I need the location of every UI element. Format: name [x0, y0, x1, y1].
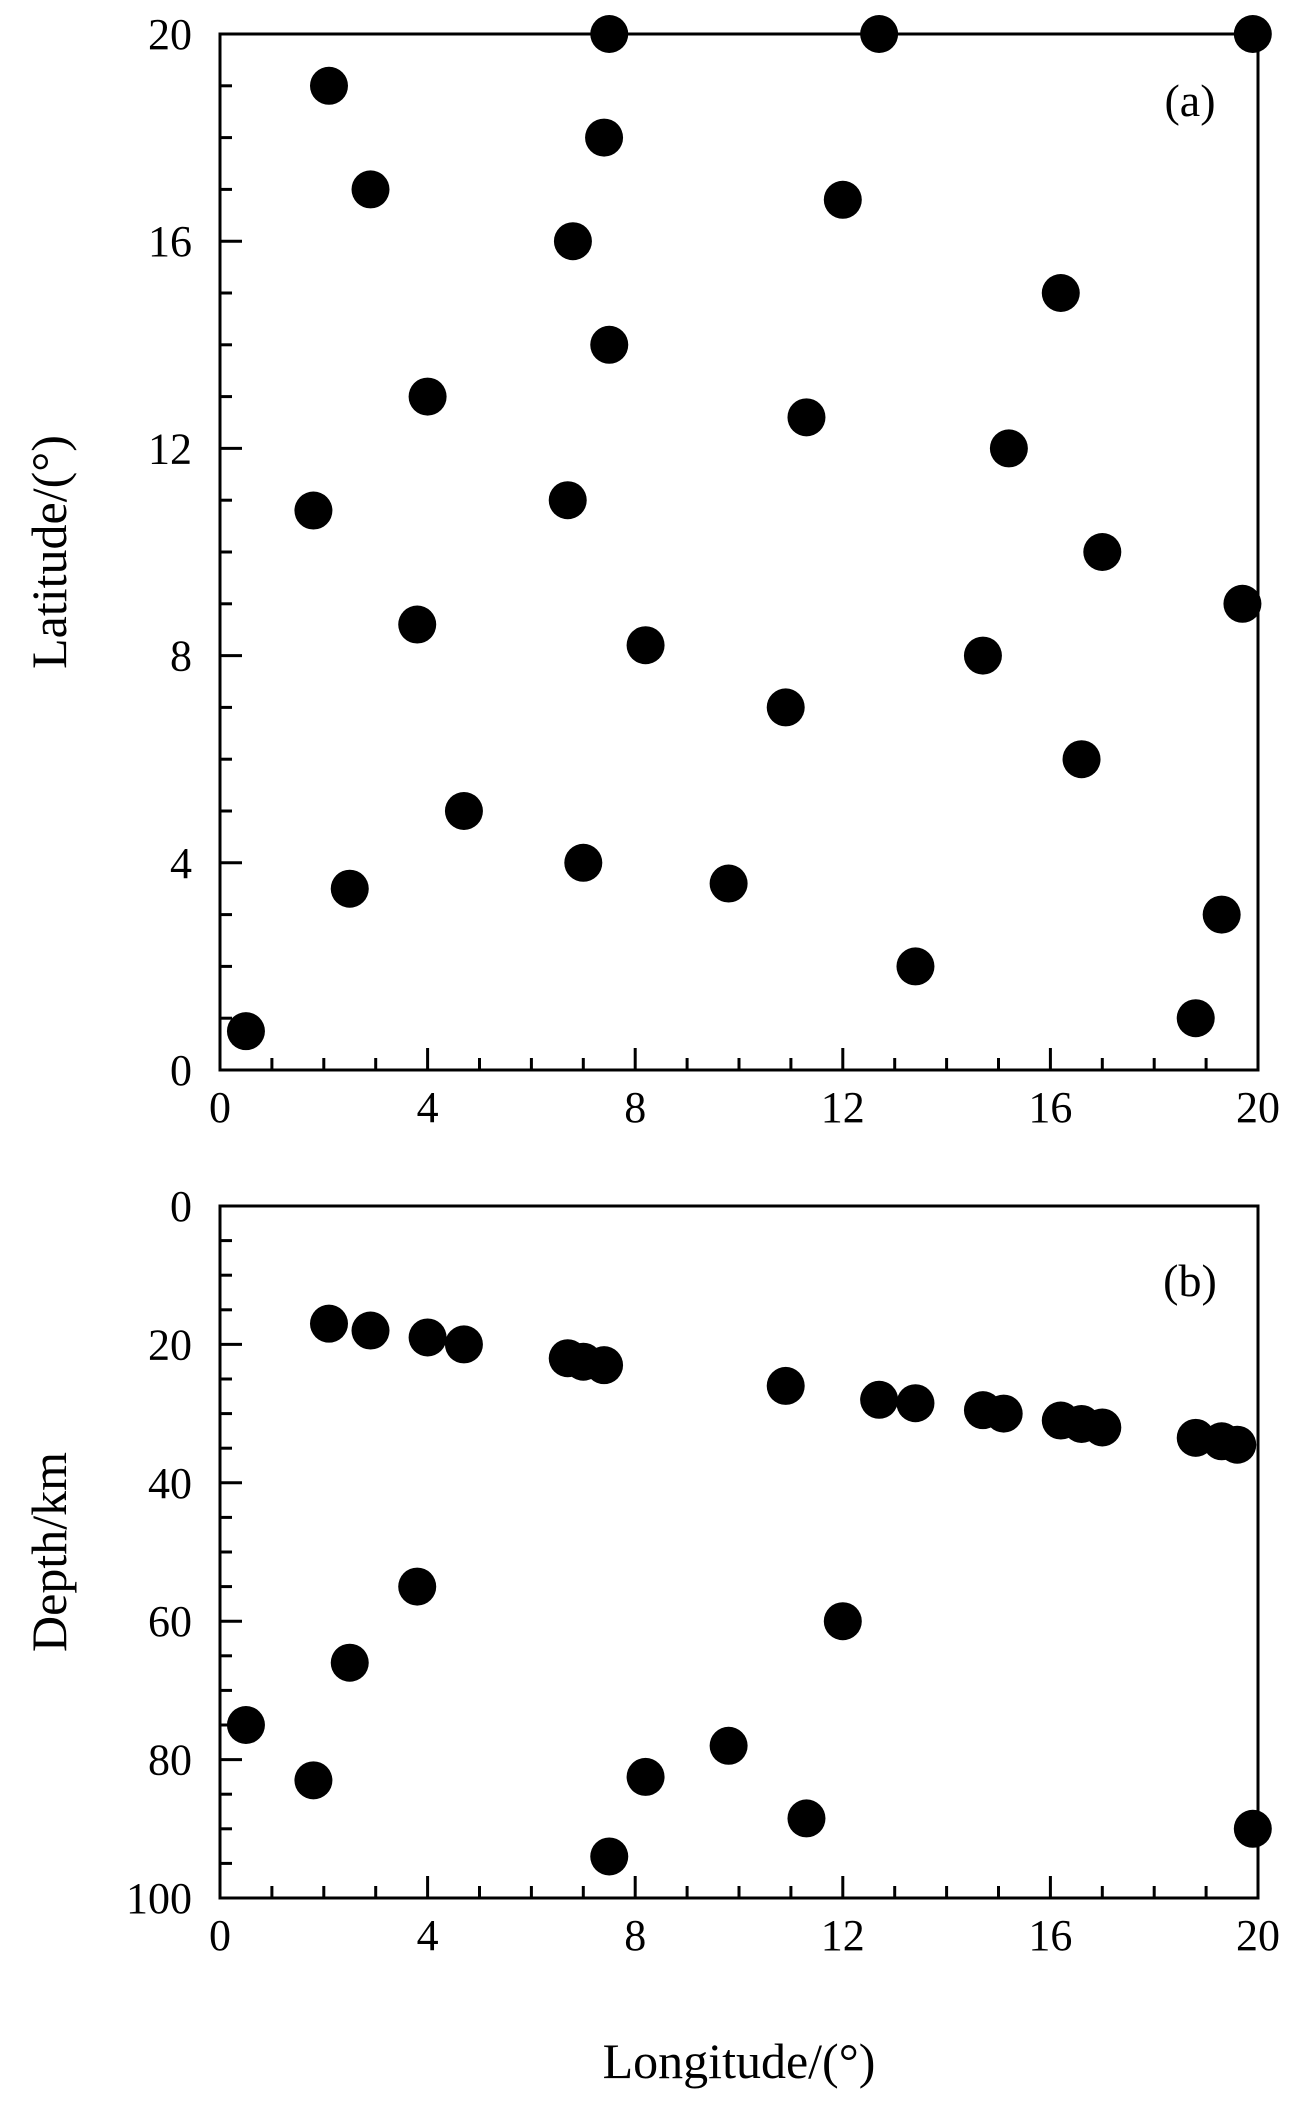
data-point	[585, 1346, 624, 1385]
data-point	[398, 1567, 437, 1606]
x-tick-label: 4	[417, 1911, 439, 1960]
data-point	[1233, 1809, 1272, 1848]
panel-b-tick-labels: 0 4 8 12 16 20 0 20 40 60 80 100	[126, 1182, 1280, 1960]
data-point	[548, 481, 587, 520]
data-point	[309, 66, 348, 105]
panel-b-xlabel: Longitude/(°)	[603, 2033, 876, 2089]
data-point	[1202, 895, 1241, 934]
x-tick-label: 20	[1236, 1083, 1280, 1132]
data-point	[553, 222, 592, 261]
data-point	[1218, 1425, 1257, 1464]
y-tick-label: 60	[148, 1597, 192, 1646]
panel-b-depth-plot: 0 4 8 12 16 20 0 20 40 60 80 100 (b) Depth/km Longi…	[21, 1182, 1280, 2089]
y-tick-label: 100	[126, 1874, 192, 1923]
data-point	[766, 688, 805, 727]
x-tick-label: 16	[1028, 1911, 1072, 1960]
data-point	[330, 869, 369, 908]
data-point	[294, 491, 333, 530]
data-point	[1041, 274, 1080, 312]
panel-a-ticks	[218, 32, 1260, 1072]
x-tick-label: 12	[821, 1083, 865, 1132]
data-point	[787, 1799, 826, 1838]
y-tick-label: 80	[148, 1736, 192, 1785]
data-point	[1083, 533, 1122, 571]
data-point	[860, 1380, 899, 1419]
y-tick-label: 0	[170, 1046, 192, 1095]
data-point	[860, 15, 899, 53]
y-tick-label: 16	[148, 217, 192, 266]
data-point	[626, 626, 665, 665]
data-point	[787, 398, 826, 437]
y-tick-label: 4	[170, 839, 192, 888]
data-point	[294, 1761, 333, 1800]
data-point	[984, 1394, 1023, 1433]
x-tick-label: 12	[821, 1911, 865, 1960]
panel-b-frame	[218, 1204, 1260, 1900]
x-tick-label: 20	[1236, 1911, 1280, 1960]
x-tick-label: 0	[209, 1083, 231, 1132]
data-point	[564, 843, 603, 882]
data-point	[226, 1706, 265, 1744]
y-tick-label: 40	[148, 1459, 192, 1508]
data-point	[590, 15, 629, 53]
data-point	[226, 1012, 265, 1051]
panel-b-ylabel: Depth/km	[21, 1452, 77, 1652]
data-point	[709, 864, 748, 903]
y-tick-label: 0	[170, 1182, 192, 1231]
data-point	[408, 1318, 447, 1357]
panel-a-latitude-plot: 0 4 8 12 16 20 0 4 8 12 16 20 (a) Latitude/(°)	[21, 10, 1280, 1132]
data-point	[351, 1311, 390, 1350]
panel-a-points	[226, 15, 1272, 1051]
x-tick-label: 8	[624, 1911, 646, 1960]
data-point	[709, 1726, 748, 1765]
y-tick-label: 20	[148, 1320, 192, 1369]
panel-b-points	[226, 1304, 1272, 1876]
data-point	[408, 377, 447, 416]
data-point	[1062, 740, 1101, 779]
data-point	[1176, 999, 1215, 1038]
y-tick-label: 8	[170, 632, 192, 681]
data-point	[823, 180, 862, 219]
data-point	[1223, 584, 1262, 623]
y-tick-label: 20	[148, 10, 192, 59]
data-point	[351, 170, 390, 209]
data-point	[398, 605, 437, 644]
data-point	[896, 947, 935, 986]
panel-a-label: (a)	[1164, 75, 1215, 126]
data-point	[309, 1304, 348, 1343]
y-tick-label: 12	[148, 424, 192, 473]
data-point	[590, 325, 629, 364]
x-tick-label: 0	[209, 1911, 231, 1960]
data-point	[1233, 15, 1272, 53]
data-point	[766, 1366, 805, 1405]
x-tick-label: 16	[1028, 1083, 1072, 1132]
data-point	[444, 1325, 483, 1364]
x-tick-label: 8	[624, 1083, 646, 1132]
panel-b-ticks	[218, 1204, 1260, 1900]
data-point	[896, 1384, 935, 1423]
data-point	[444, 792, 483, 830]
data-point	[1083, 1408, 1122, 1447]
data-point	[590, 1837, 629, 1876]
panel-a-tick-labels: 0 4 8 12 16 20 0 4 8 12 16 20	[148, 10, 1280, 1132]
data-point	[585, 118, 624, 157]
x-tick-label: 4	[417, 1083, 439, 1132]
data-point	[823, 1602, 862, 1641]
panel-b-label: (b)	[1163, 1255, 1217, 1306]
data-point	[989, 429, 1028, 468]
panel-a-ylabel: Latitude/(°)	[21, 435, 77, 669]
data-point	[626, 1757, 665, 1796]
data-point	[330, 1643, 369, 1682]
data-point	[963, 636, 1002, 675]
